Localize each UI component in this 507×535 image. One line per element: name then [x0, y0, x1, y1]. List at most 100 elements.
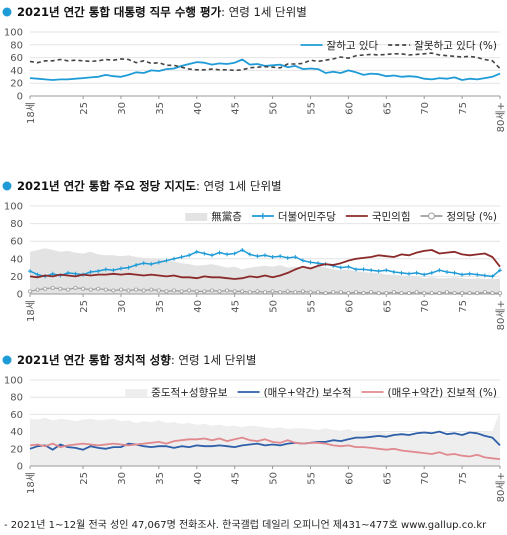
data-point: [50, 271, 55, 276]
y-tick-label: 0: [17, 462, 23, 473]
chart-subtitle: : 연령 1세 단위별: [196, 179, 282, 193]
x-tick-label: 45: [231, 300, 242, 313]
data-point: [293, 290, 298, 295]
data-point: [232, 289, 237, 294]
data-point: [278, 290, 283, 295]
data-point: [202, 289, 207, 294]
x-tick-label: 80세+: [495, 102, 507, 132]
chart-subtitle: : 연령 1세 단위별: [221, 5, 307, 19]
data-point: [391, 270, 396, 274]
data-point: [118, 266, 123, 271]
series-line-2-1: [29, 436, 501, 460]
data-point: [422, 291, 427, 296]
data-point: [429, 270, 434, 275]
legend: (매우+약간) 진보적 (%) (매우+약간) 보수적 중도적+성향유보: [125, 387, 497, 399]
data-point: [111, 268, 116, 273]
y-tick-label: 20: [10, 444, 23, 455]
y-tick-label: 80: [10, 219, 23, 230]
data-point: [414, 270, 419, 275]
data-point: [164, 289, 169, 294]
data-point: [293, 255, 298, 260]
charts-canvas: 2021년 연간 통합 대통령 직무 수행 평가: 연령 1세 단위별 0 20 40…: [2, 5, 507, 502]
data-point: [149, 262, 154, 267]
data-point: [414, 290, 419, 295]
data-point: [255, 254, 260, 259]
data-point: [338, 290, 343, 295]
legend-swatch: [125, 389, 148, 397]
legend-marker: [259, 213, 266, 219]
series-line-0-0: [29, 58, 501, 81]
y-tick-label: 20: [10, 79, 23, 90]
x-tick-label: 40: [193, 300, 204, 313]
data-point: [247, 290, 252, 295]
legend-label: 잘못하고 있다 (%): [414, 39, 497, 52]
title-bullet-icon: [2, 355, 12, 365]
legend-label: (매우+약간) 보수적: [264, 387, 352, 399]
x-tick-label: 50: [269, 102, 280, 115]
x-tick-label: 55: [306, 472, 317, 485]
data-point: [88, 287, 93, 292]
y-tick-label: 80: [10, 393, 23, 404]
x-tick-label: 65: [382, 102, 393, 115]
data-point: [384, 268, 389, 273]
data-point: [202, 251, 207, 256]
data-point: [134, 287, 139, 292]
data-point: [437, 291, 442, 296]
x-tick-label: 18세: [25, 300, 37, 322]
data-point: [43, 286, 48, 291]
data-point: [35, 287, 40, 292]
data-point: [126, 265, 131, 270]
data-point: [444, 270, 449, 274]
x-tick-label: 18세: [25, 472, 37, 494]
data-point: [58, 286, 63, 291]
y-tick-label: 40: [10, 427, 23, 438]
x-tick-label: 40: [193, 102, 204, 115]
series-line-0-1: [29, 52, 501, 72]
chart-party-support: 2021년 연간 통합 주요 정당 지지도: 연령 1세 단위별 0 20 40 60 8…: [2, 179, 507, 330]
chart-title: 2021년 연간 통합 대통령 직무 수행 평가: 연령 1세 단위별: [17, 5, 307, 19]
data-point: [65, 287, 70, 292]
data-point: [194, 289, 199, 294]
data-point: [50, 285, 55, 290]
data-point: [126, 288, 131, 293]
data-point: [498, 268, 502, 273]
data-point: [225, 288, 230, 293]
data-point: [278, 254, 283, 259]
legend-label: 잘하고 있다: [327, 39, 379, 52]
data-point: [240, 248, 245, 252]
data-point: [88, 270, 93, 274]
data-point: [369, 268, 374, 273]
data-point: [361, 267, 366, 272]
x-tick-label: 30: [117, 472, 128, 485]
data-point: [338, 265, 343, 270]
x-tick-label: 25: [79, 102, 90, 115]
chart-political-orientation: 2021년 연간 통합 정치적 성향: 연령 1세 단위별 0 20 40 60 80 10…: [2, 353, 507, 502]
x-tick-label: 35: [155, 300, 166, 313]
x-tick-label: 45: [231, 472, 242, 485]
data-point: [407, 291, 412, 296]
data-point: [308, 290, 313, 295]
data-point: [399, 291, 404, 296]
x-tick-label: 30: [117, 102, 128, 115]
x-tick-label: 75: [458, 102, 469, 115]
data-point: [460, 291, 465, 296]
x-tick-label: 65: [382, 300, 393, 313]
data-point: [316, 290, 321, 295]
chart-approval: 2021년 연간 통합 대통령 직무 수행 평가: 연령 1세 단위별 0 20 40…: [2, 5, 507, 132]
data-point: [497, 291, 502, 296]
data-point: [376, 291, 381, 296]
data-point: [28, 269, 32, 274]
x-tick-label: 35: [155, 102, 166, 115]
y-tick-label: 20: [10, 272, 23, 283]
data-point: [172, 256, 177, 261]
data-point: [96, 269, 101, 274]
data-point: [384, 291, 389, 296]
data-point: [346, 264, 351, 269]
data-point: [217, 250, 222, 255]
data-point: [255, 289, 260, 294]
data-point: [452, 291, 457, 296]
data-point: [118, 287, 123, 292]
x-tick-label: 65: [382, 472, 393, 485]
data-point: [475, 272, 480, 277]
chart-title: 2021년 연간 통합 정치적 성향: 연령 1세 단위별: [17, 353, 256, 367]
